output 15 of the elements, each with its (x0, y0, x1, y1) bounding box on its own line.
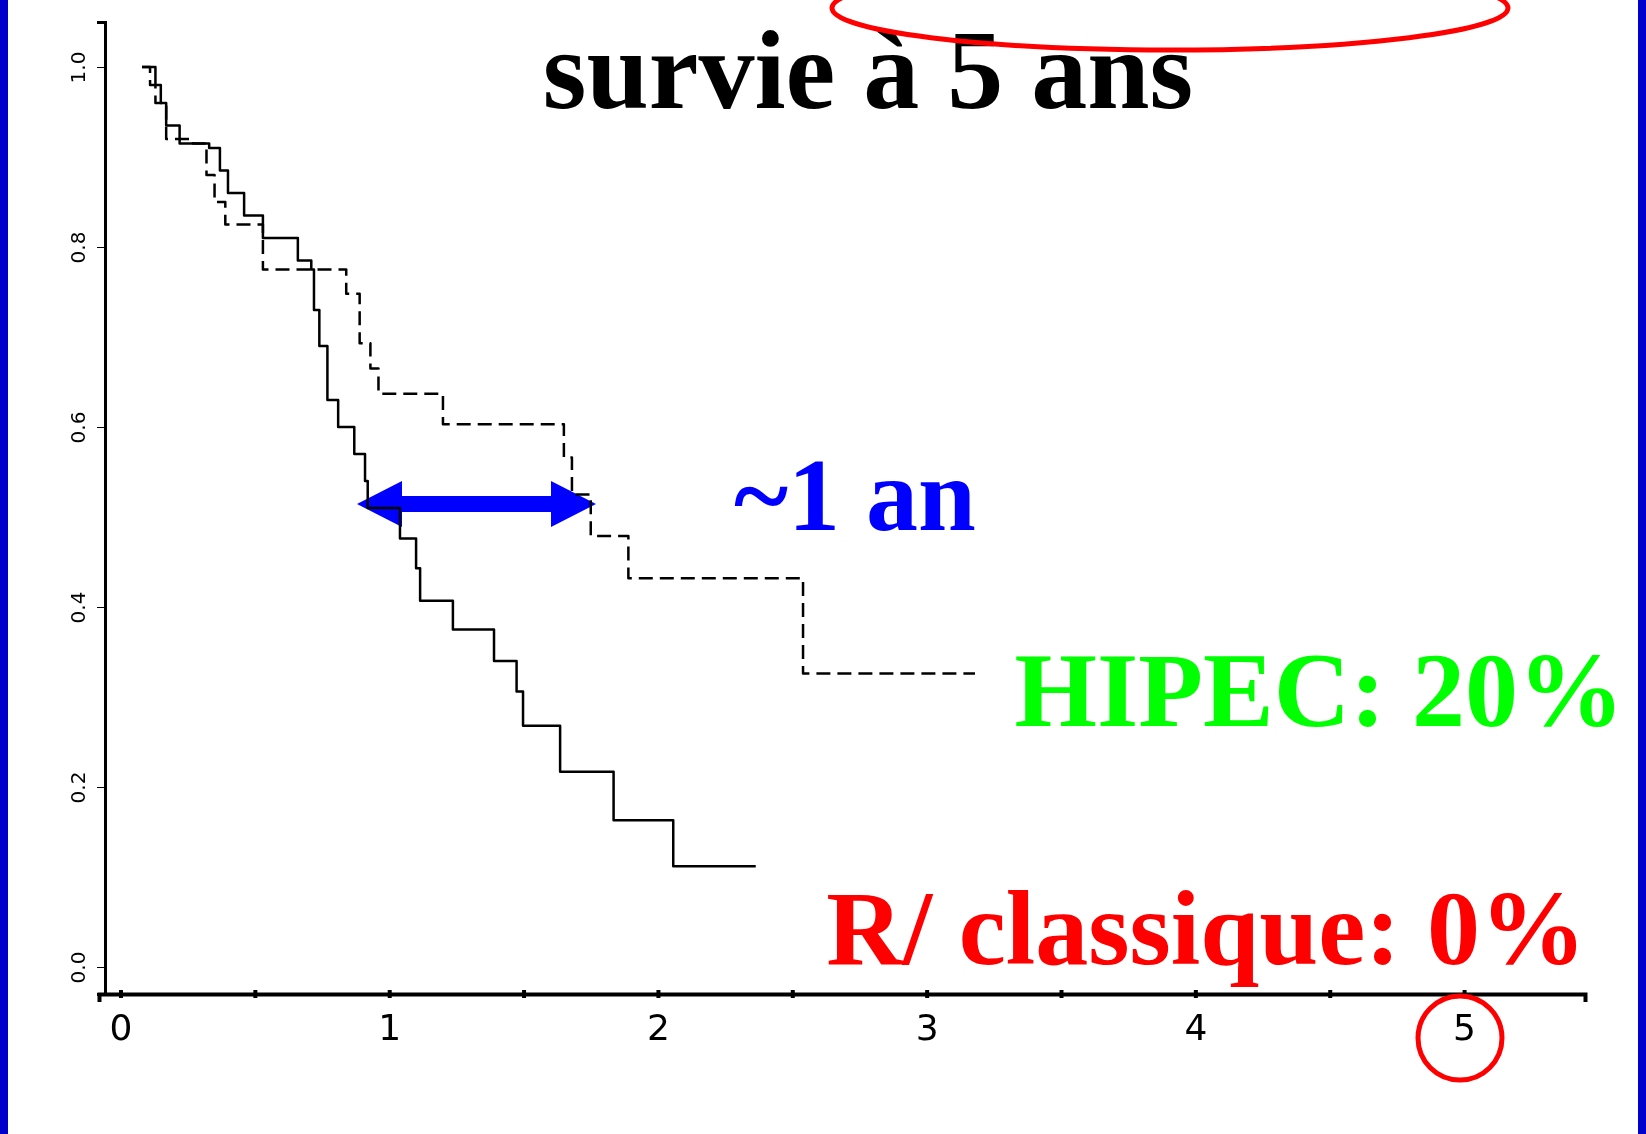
annotation: ~1 an (734, 437, 976, 552)
y-tick-label: 0.2 (65, 771, 90, 804)
annotation: HIPEC: 20% (1014, 632, 1624, 749)
x-tick-label: 3 (915, 1006, 939, 1048)
y-tick-label: 1.0 (65, 51, 90, 84)
y-tick-label: 0.6 (65, 411, 90, 444)
y-tick-label: 0.4 (65, 591, 90, 624)
x-tick-label: 0 (109, 1006, 133, 1048)
x-tick-label: 1 (378, 1006, 402, 1048)
y-tick-label: 0.0 (65, 951, 90, 984)
annotation: R/ classique: 0% (826, 870, 1586, 987)
x-tick-label: 2 (646, 1006, 670, 1048)
x-tick-label: 4 (1184, 1006, 1208, 1048)
y-tick-label: 0.8 (65, 231, 90, 264)
x-tick-label: 5 (1453, 1006, 1477, 1048)
